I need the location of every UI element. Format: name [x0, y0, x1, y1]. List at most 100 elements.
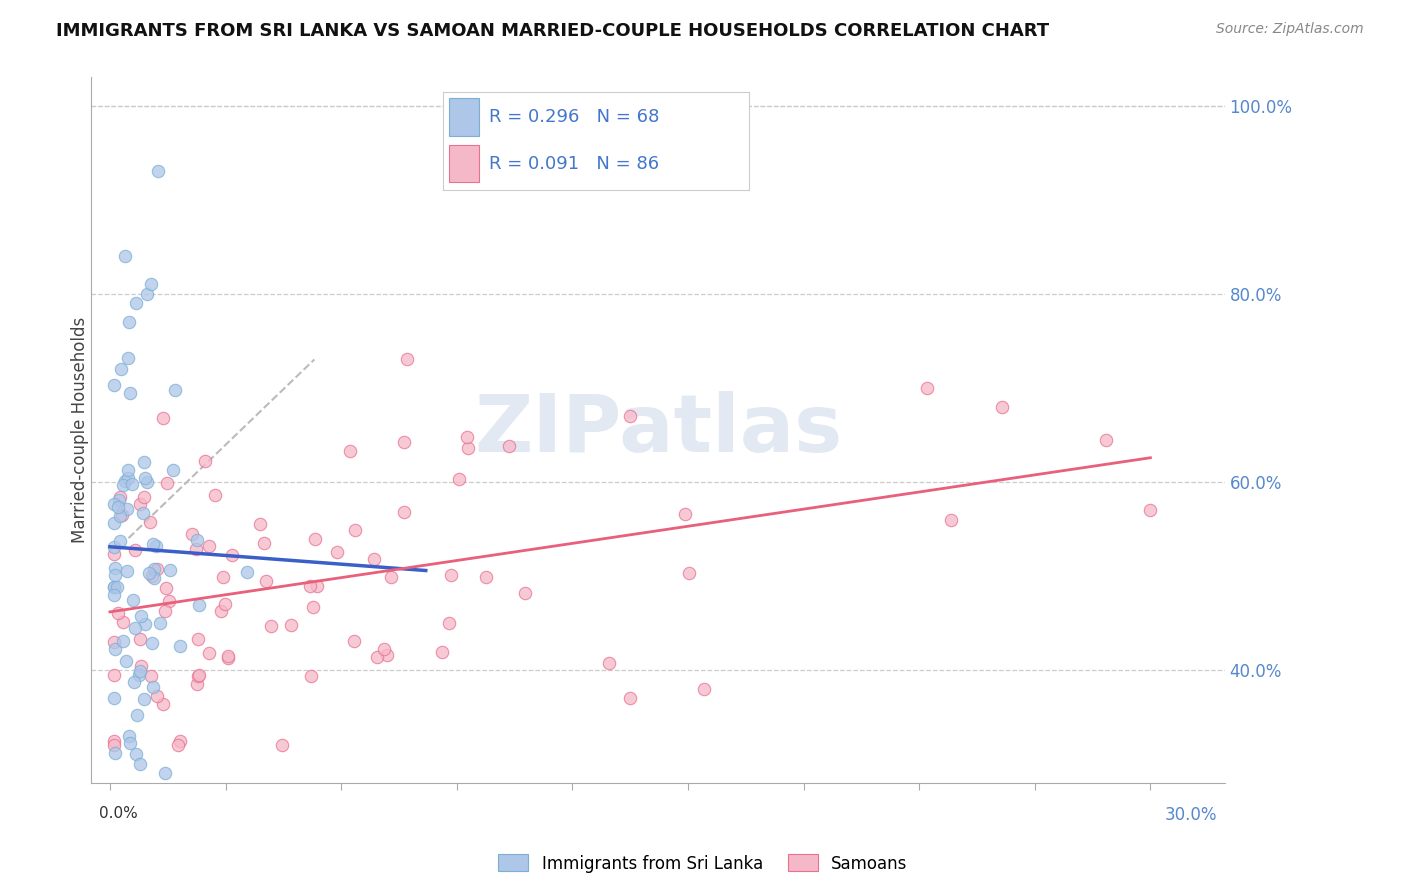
Point	[132, 490, 155, 504]
Point	[304, 532, 326, 546]
Point	[103, 588, 125, 602]
Text: IMMIGRANTS FROM SRI LANKA VS SAMOAN MARRIED-COUPLE HOUSEHOLDS CORRELATION CHART: IMMIGRANTS FROM SRI LANKA VS SAMOAN MARR…	[56, 22, 1049, 40]
Point	[159, 563, 181, 577]
Point	[447, 472, 470, 486]
Point	[366, 649, 388, 664]
Point	[142, 537, 165, 551]
Point	[252, 535, 274, 549]
Point	[112, 615, 135, 629]
Point	[104, 568, 127, 582]
Point	[155, 476, 177, 491]
Point	[122, 675, 145, 690]
Point	[103, 547, 125, 561]
Point	[619, 409, 641, 423]
Point	[678, 566, 700, 580]
Point	[111, 478, 134, 492]
Point	[103, 377, 125, 392]
Point	[619, 690, 641, 705]
Point	[139, 669, 162, 683]
Point	[187, 632, 209, 647]
Point	[326, 545, 349, 559]
Point	[111, 508, 134, 523]
Point	[125, 296, 148, 310]
Point	[129, 609, 152, 624]
Point	[305, 579, 328, 593]
Point	[134, 617, 156, 632]
Point	[457, 441, 479, 455]
Point	[115, 501, 138, 516]
Point	[143, 571, 166, 585]
Point	[115, 565, 138, 579]
Point	[118, 386, 141, 401]
Point	[437, 615, 460, 630]
Point	[299, 579, 322, 593]
Point	[145, 539, 167, 553]
Point	[363, 552, 385, 566]
Point	[344, 523, 367, 537]
Point	[128, 756, 150, 771]
Point	[392, 505, 415, 519]
Point	[114, 249, 136, 263]
Point	[127, 707, 149, 722]
Point	[111, 633, 134, 648]
Point	[180, 527, 202, 541]
Point	[217, 648, 239, 663]
Point	[132, 455, 155, 469]
Point	[198, 647, 221, 661]
Point	[121, 477, 143, 491]
Point	[136, 286, 159, 301]
Point	[108, 533, 131, 548]
Point	[212, 570, 235, 584]
Point	[209, 603, 232, 617]
Point	[271, 738, 294, 752]
Point	[169, 639, 191, 653]
Point	[148, 164, 170, 178]
Point	[117, 471, 139, 485]
Point	[103, 516, 125, 530]
Point	[139, 277, 162, 292]
Point	[103, 540, 125, 554]
Point	[498, 439, 520, 453]
Point	[198, 539, 221, 553]
Point	[302, 600, 325, 615]
Y-axis label: Married-couple Households: Married-couple Households	[72, 317, 89, 543]
Point	[124, 621, 146, 635]
Point	[392, 435, 415, 450]
Point	[134, 691, 156, 706]
Point	[104, 642, 127, 657]
Point	[162, 463, 184, 477]
Point	[204, 488, 226, 502]
Point	[128, 668, 150, 682]
Point	[188, 599, 211, 613]
Point	[103, 667, 125, 681]
Point	[375, 648, 398, 662]
Point	[108, 491, 131, 505]
Point	[129, 632, 152, 647]
Point	[103, 635, 125, 649]
Point	[280, 617, 302, 632]
Point	[373, 641, 395, 656]
Text: ZIPatlas: ZIPatlas	[474, 391, 842, 469]
Point	[107, 606, 129, 620]
Point	[249, 517, 271, 532]
Point	[149, 616, 172, 631]
Text: 30.0%: 30.0%	[1164, 806, 1218, 824]
Point	[396, 352, 419, 367]
Point	[187, 669, 209, 683]
Point	[217, 650, 239, 665]
Point	[139, 515, 162, 529]
Point	[430, 645, 453, 659]
Point	[184, 541, 207, 556]
Point	[155, 581, 177, 595]
Point	[254, 574, 277, 588]
Point	[260, 618, 283, 632]
Point	[121, 593, 143, 607]
Point	[103, 497, 125, 511]
Point	[107, 500, 129, 514]
Point	[135, 475, 157, 489]
Point	[141, 636, 163, 650]
Point	[917, 381, 939, 395]
Point	[125, 747, 148, 762]
Point	[152, 411, 174, 425]
Point	[515, 586, 537, 600]
